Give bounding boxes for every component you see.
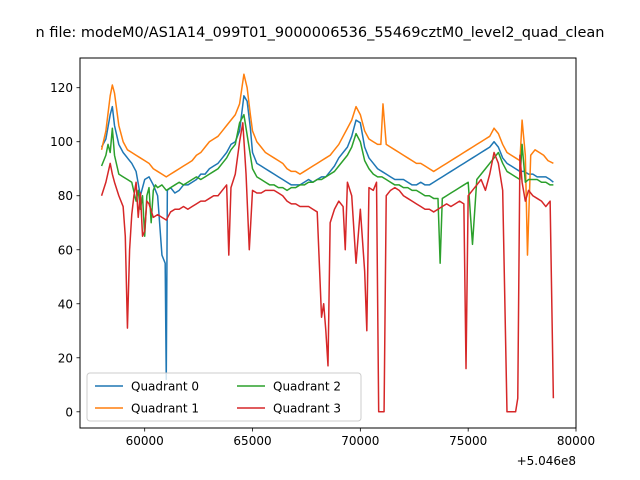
legend-label: Quadrant 1: [131, 402, 199, 416]
plot-area: [100, 73, 555, 413]
legend-label: Quadrant 2: [273, 380, 341, 394]
chart-title: n file: modeM0/AS1A14_099T01_9000006536_…: [36, 25, 605, 41]
legend: Quadrant 0 Quadrant 1 Quadrant 2 Quadrant 3: [86, 372, 362, 422]
x-tick-label: 75000: [449, 434, 487, 448]
y-tick-label: 20: [58, 351, 73, 365]
series-line-quadrant-2: [100, 113, 554, 265]
y-tick-label: 100: [50, 135, 73, 149]
y-tick-label: 80: [58, 189, 73, 203]
series-line-quadrant-1: [100, 73, 554, 256]
legend-label: Quadrant 0: [131, 380, 199, 394]
y-tick-label: 60: [58, 243, 73, 257]
legend-box: [86, 372, 362, 422]
series-layer: [100, 73, 555, 413]
x-tick-label: 80000: [557, 434, 595, 448]
y-tick-label: 40: [58, 297, 73, 311]
x-axis-offset-label: +5.046e8: [517, 454, 576, 468]
x-axis: 60000 65000 70000 75000 80000: [126, 428, 595, 448]
y-tick-label: 120: [50, 81, 73, 95]
y-tick-label: 0: [65, 405, 73, 419]
legend-label: Quadrant 3: [273, 402, 341, 416]
y-axis: 0 20 40 60 80 100 120: [50, 81, 80, 419]
x-tick-label: 70000: [341, 434, 379, 448]
plot-frame: [79, 57, 577, 429]
x-tick-label: 60000: [126, 434, 164, 448]
x-tick-label: 65000: [233, 434, 271, 448]
series-line-quadrant-3: [100, 122, 555, 413]
